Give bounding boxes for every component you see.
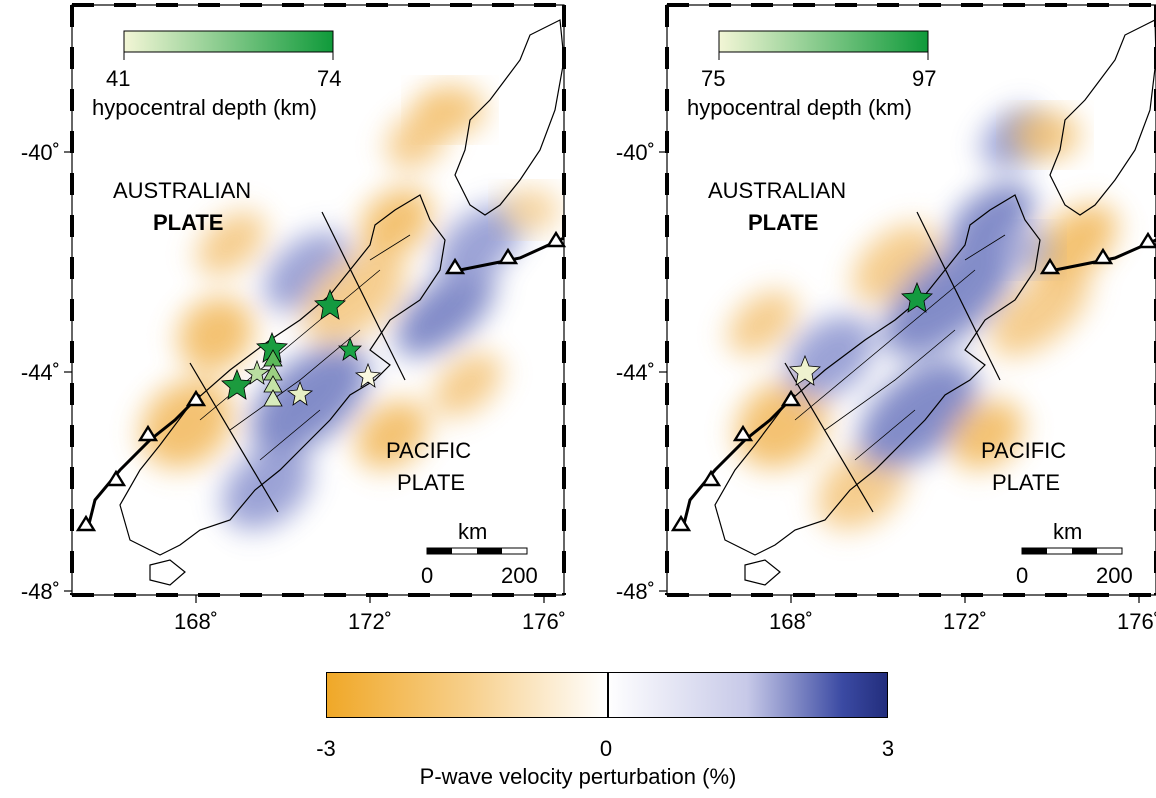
depth-scale-bar: [718, 30, 929, 53]
scale-bar-unit: km: [1053, 519, 1083, 544]
y-tick-label: -44˚: [20, 360, 60, 385]
map-panel-right: 75 97 hypocentral depth (km) AUSTRALIAN …: [595, 0, 1156, 633]
tomography-anomalies: [727, 109, 1118, 530]
map-border-ticks: [665, 3, 1156, 597]
earthquake-star: [338, 336, 362, 361]
depth-scale-title: hypocentral depth (km): [92, 95, 317, 120]
label-australian-plate: PLATE: [153, 210, 224, 235]
x-tick-label: 172˚: [942, 609, 988, 634]
label-pacific-plate: PLATE: [992, 470, 1061, 495]
depth-scale-title: hypocentral depth (km): [687, 95, 912, 120]
subduction-zone-north: [1039, 231, 1156, 275]
colorbar-mid-label: 0: [599, 736, 613, 761]
earthquake-star: [221, 368, 253, 400]
scale-bar-zero: 0: [1016, 563, 1029, 588]
subduction-zone-south: [75, 389, 207, 532]
earthquake-star: [243, 359, 271, 385]
y-tick-label: -48˚: [615, 579, 655, 604]
label-pacific: PACIFIC: [386, 438, 472, 463]
profile-line-north: [916, 211, 1001, 381]
earthquake-star: [314, 288, 346, 320]
depth-scale-min: 41: [106, 66, 131, 91]
earthquake-markers-right: [789, 281, 933, 386]
profile-line-north: [321, 211, 406, 381]
y-tick-label: -44˚: [615, 360, 655, 385]
y-tick-label: -40˚: [20, 140, 60, 165]
colorbar-title: P-wave velocity perturbation (%): [419, 764, 737, 789]
fault-lines: [794, 234, 1006, 461]
scale-bar-zero: 0: [421, 563, 434, 588]
x-tick-label: 168˚: [768, 609, 814, 634]
earthquake-markers-left: [221, 288, 382, 407]
scale-bar-max: 200: [1096, 563, 1133, 588]
y-tick-label: -40˚: [615, 140, 655, 165]
distance-scale-bar: [1021, 547, 1123, 555]
velocity-colorbar: [326, 672, 888, 718]
map-canvas-left: [64, 3, 567, 603]
south-island-coastline: [119, 194, 446, 556]
x-tick-label: 168˚: [173, 609, 219, 634]
earthquake-star: [789, 354, 821, 386]
earthquake-star: [286, 380, 314, 406]
x-tick-label: 172˚: [347, 609, 393, 634]
label-pacific-plate: PLATE: [397, 470, 466, 495]
y-tick-label: -48˚: [20, 579, 60, 604]
north-island-coastline: [454, 19, 565, 216]
depth-scale-bar: [123, 30, 334, 53]
earthquake-star: [901, 281, 933, 313]
earthquake-star: [354, 362, 382, 388]
subduction-zone-south: [670, 389, 802, 532]
x-tick-label: 176˚: [1116, 609, 1156, 634]
colorbar-max-label: 3: [881, 736, 895, 761]
label-pacific: PACIFIC: [981, 438, 1067, 463]
x-tick-label: 176˚: [521, 609, 567, 634]
distance-scale-bar: [426, 547, 528, 555]
depth-scale-max: 97: [912, 66, 937, 91]
colorbar-zero-line: [607, 673, 609, 717]
profile-line-south: [189, 362, 279, 513]
subduction-zone-north: [444, 230, 567, 275]
profile-line-south: [784, 362, 874, 513]
map-canvas-right: [659, 3, 1156, 603]
map-panel-left: 41 74 hypocentral depth (km) AUSTRALIAN …: [0, 0, 567, 633]
earthquake-triangle: [263, 389, 283, 407]
depth-scale-max: 74: [317, 66, 342, 91]
stewart-island: [744, 559, 781, 586]
scale-bar-unit: km: [458, 519, 488, 544]
stewart-island: [149, 559, 186, 586]
colorbar-min-label: -3: [316, 736, 336, 761]
label-australian-plate: PLATE: [748, 210, 819, 235]
label-australian: AUSTRALIAN: [113, 178, 252, 203]
scale-bar-max: 200: [501, 563, 538, 588]
south-island-coastline: [714, 194, 1041, 556]
map-border-ticks: [70, 3, 566, 597]
depth-scale-min: 75: [701, 66, 726, 91]
tomography-anomalies: [140, 109, 523, 530]
label-australian: AUSTRALIAN: [708, 178, 847, 203]
